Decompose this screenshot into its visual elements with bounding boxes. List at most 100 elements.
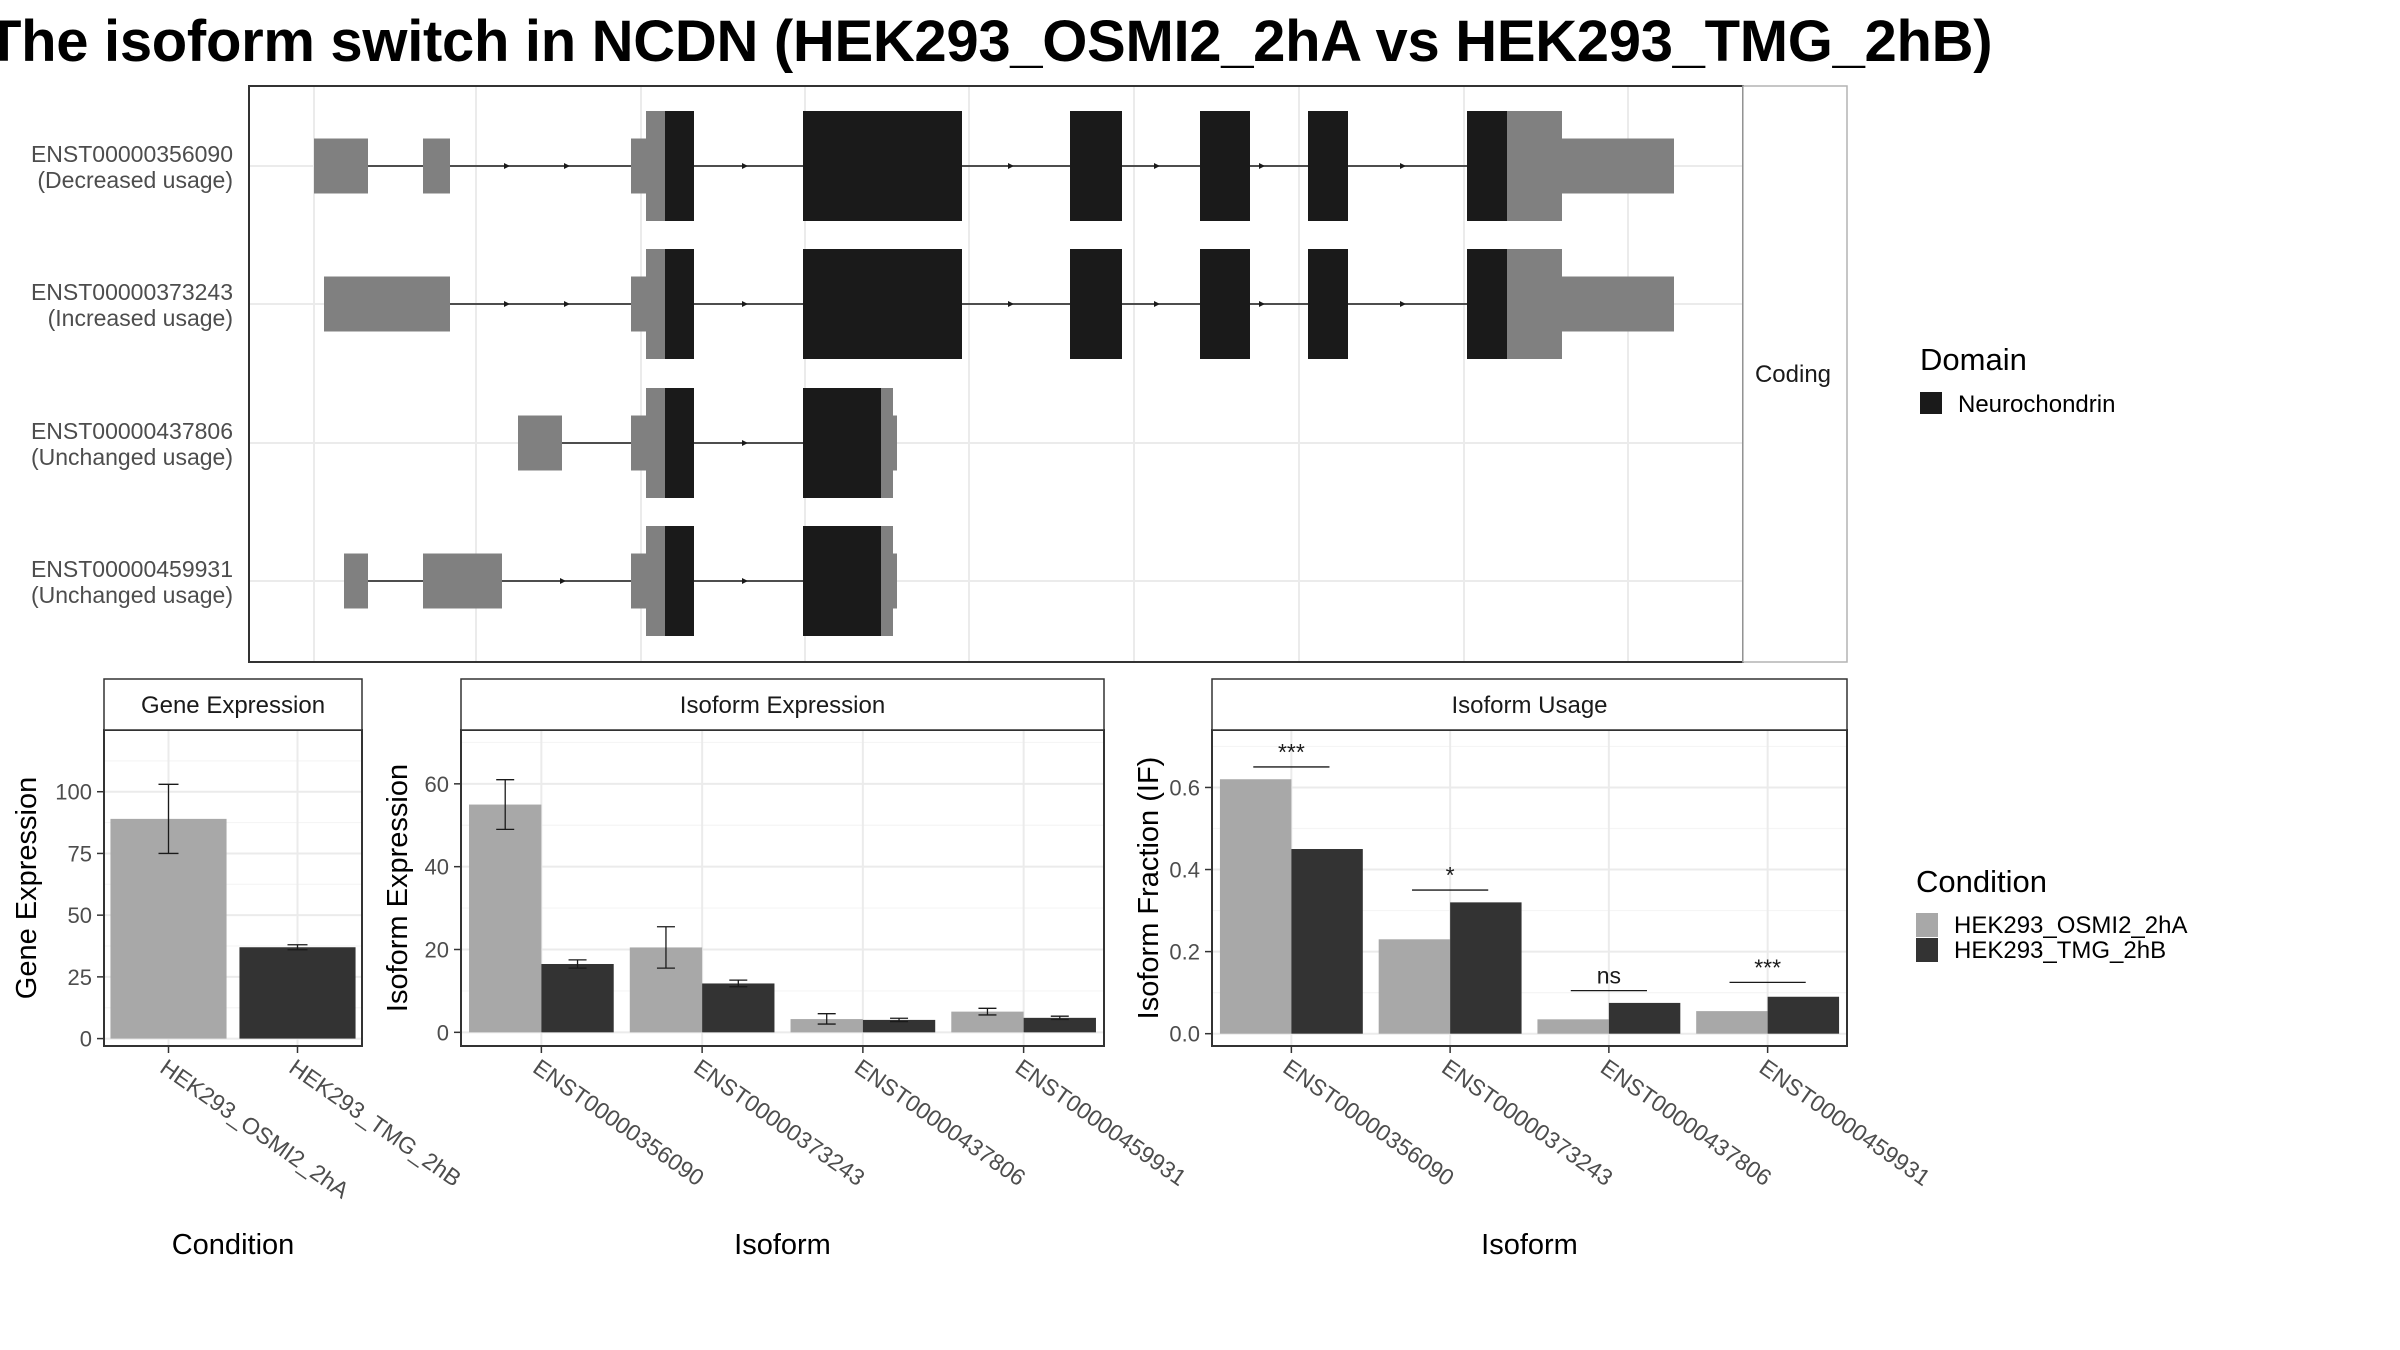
transcript-id-label: ENST00000373243 (31, 279, 233, 305)
transcript-id-label: ENST00000437806 (31, 418, 233, 444)
legend-condition-title: Condition (1916, 864, 2047, 899)
exon-domain-block (665, 388, 694, 498)
transcript-usage-label: (Unchanged usage) (31, 444, 233, 470)
facet-strip (1211, 678, 1848, 731)
y-tick-label: 0.2 (1169, 940, 1200, 965)
exon-utr-block (893, 415, 897, 471)
significance-label: *** (1754, 954, 1781, 980)
bar-HEK293_TMG_2hB-ENST00000373243 (702, 983, 775, 1033)
x-tick-label: ENST00000437806 (1596, 1054, 1776, 1191)
x-tick-label: ENST00000373243 (1437, 1054, 1617, 1191)
transcript-usage-label: (Decreased usage) (37, 167, 233, 193)
panel-title: Gene Expression (141, 692, 325, 719)
strand-arrow-icon (1259, 163, 1265, 169)
strand-arrow-icon (1400, 163, 1406, 169)
exon-domain-block (803, 249, 962, 359)
strand-arrow-icon (742, 301, 748, 307)
exon-utr-block (324, 276, 450, 332)
transcript-id-label: ENST00000459931 (31, 556, 233, 582)
strand-arrow-icon (1400, 301, 1406, 307)
facet-strip (103, 678, 363, 731)
strand-arrow-icon (742, 440, 748, 446)
strand-arrow-icon (1008, 301, 1014, 307)
exon-utr-block (423, 138, 450, 194)
exon-utr-block (631, 276, 646, 332)
transcript-row-ENST00000437806 (518, 388, 897, 498)
bar-HEK293_TMG_2hB-ENST00000459931 (1767, 996, 1840, 1034)
legend-condition-label: HEK293_OSMI2_2hA (1954, 912, 2187, 939)
y-tick-label: 25 (68, 965, 92, 990)
transcript-panel (248, 85, 1744, 663)
bar-HEK293_TMG_2hB-ENST00000437806 (1608, 1002, 1681, 1034)
strand-arrow-icon (742, 578, 748, 584)
y-tick-label: 50 (68, 903, 92, 928)
exon-domain-block (665, 249, 694, 359)
chart-panel-isoform-usage: ****ns ***Isoform Usage0.00.20.40.6Isofor… (1133, 678, 1935, 1261)
significance-label: * (1446, 862, 1455, 888)
bar-HEK293_OSMI2_2hA-ENST00000373243 (1378, 939, 1451, 1034)
y-tick-label: 0.4 (1169, 858, 1200, 883)
legend-condition-label: HEK293_TMG_2hB (1954, 937, 2166, 964)
bar-HEK293_OSMI2_2hA-ENST00000356090 (469, 804, 542, 1033)
transcript-row-ENST00000459931 (344, 526, 897, 636)
legend-condition-swatch (1916, 938, 1938, 962)
y-tick-label: 0.6 (1169, 775, 1200, 800)
bar-HEK293_TMG_2hB-ENST00000437806 (862, 1019, 936, 1033)
bar-HEK293_OSMI2_2hA-ENST00000356090 (1219, 779, 1292, 1034)
strand-arrow-icon (1154, 163, 1160, 169)
y-tick-label: 75 (68, 841, 92, 866)
exon-domain-block (803, 526, 881, 636)
strand-arrow-icon (504, 301, 510, 307)
y-tick-label: 0 (80, 1027, 92, 1052)
bar-HEK293_OSMI2_2hA-ENST00000459931 (1696, 1011, 1768, 1034)
transcript-id-label: ENST00000356090 (31, 141, 233, 167)
bar-HEK293_TMG_2hB-ENST00000373243 (1450, 902, 1522, 1034)
exon-domain-block (1308, 111, 1348, 221)
bar-HEK293_TMG_2hB (239, 947, 356, 1039)
significance-label: ns (1597, 963, 1621, 989)
exon-domain-block (665, 526, 694, 636)
legend-domain-label: Neurochondrin (1958, 391, 2115, 418)
exon-utr-block (646, 249, 665, 359)
exon-utr-block (1562, 276, 1674, 332)
x-tick-label: ENST00000356090 (529, 1054, 709, 1191)
strand-arrow-icon (742, 163, 748, 169)
page-title: The isoform switch in NCDN (HEK293_OSMI2… (0, 9, 1993, 74)
legend-condition-swatch (1916, 913, 1938, 937)
bar-HEK293_TMG_2hB-ENST00000356090 (541, 963, 614, 1033)
exon-utr-block (1507, 249, 1562, 359)
legend-domain-swatch (1920, 392, 1942, 414)
exon-utr-block (1507, 111, 1562, 221)
y-tick-label: 0.0 (1169, 1022, 1200, 1047)
exon-utr-block (631, 138, 646, 194)
y-axis-label: Gene Expression (11, 777, 43, 999)
strand-arrow-icon (1008, 163, 1014, 169)
y-axis-label: Isoform Fraction (IF) (1133, 757, 1165, 1020)
y-tick-label: 0 (437, 1020, 449, 1045)
bar-HEK293_OSMI2_2hA (110, 818, 227, 1039)
bar-HEK293_TMG_2hB-ENST00000356090 (1291, 849, 1363, 1034)
strand-arrow-icon (504, 163, 510, 169)
strand-arrow-icon (564, 163, 570, 169)
exon-domain-block (665, 111, 694, 221)
exon-utr-block (646, 388, 665, 498)
transcript-usage-label: (Increased usage) (48, 305, 233, 331)
transcript-row-ENST00000373243 (324, 249, 1674, 359)
strand-arrow-icon (564, 301, 570, 307)
exon-domain-block (1200, 249, 1250, 359)
facet-strip-coding (1742, 85, 1848, 663)
strand-arrow-icon (1259, 301, 1265, 307)
significance-label: *** (1278, 739, 1305, 765)
bar-HEK293_OSMI2_2hA-ENST00000437806 (1537, 1019, 1609, 1034)
y-axis-label: Isoform Expression (382, 764, 414, 1012)
exon-utr-block (646, 111, 665, 221)
exon-domain-block (1308, 249, 1348, 359)
exon-domain-block (1467, 249, 1507, 359)
exon-utr-block (423, 553, 502, 609)
x-tick-label: ENST00000437806 (850, 1054, 1030, 1191)
chart-panel-gene-expression: Gene Expression 0 25 50 75 100 Gene Expression… (11, 678, 466, 1261)
exon-utr-block (314, 138, 368, 194)
exon-utr-block (631, 553, 646, 609)
y-tick-label: 100 (55, 780, 92, 805)
